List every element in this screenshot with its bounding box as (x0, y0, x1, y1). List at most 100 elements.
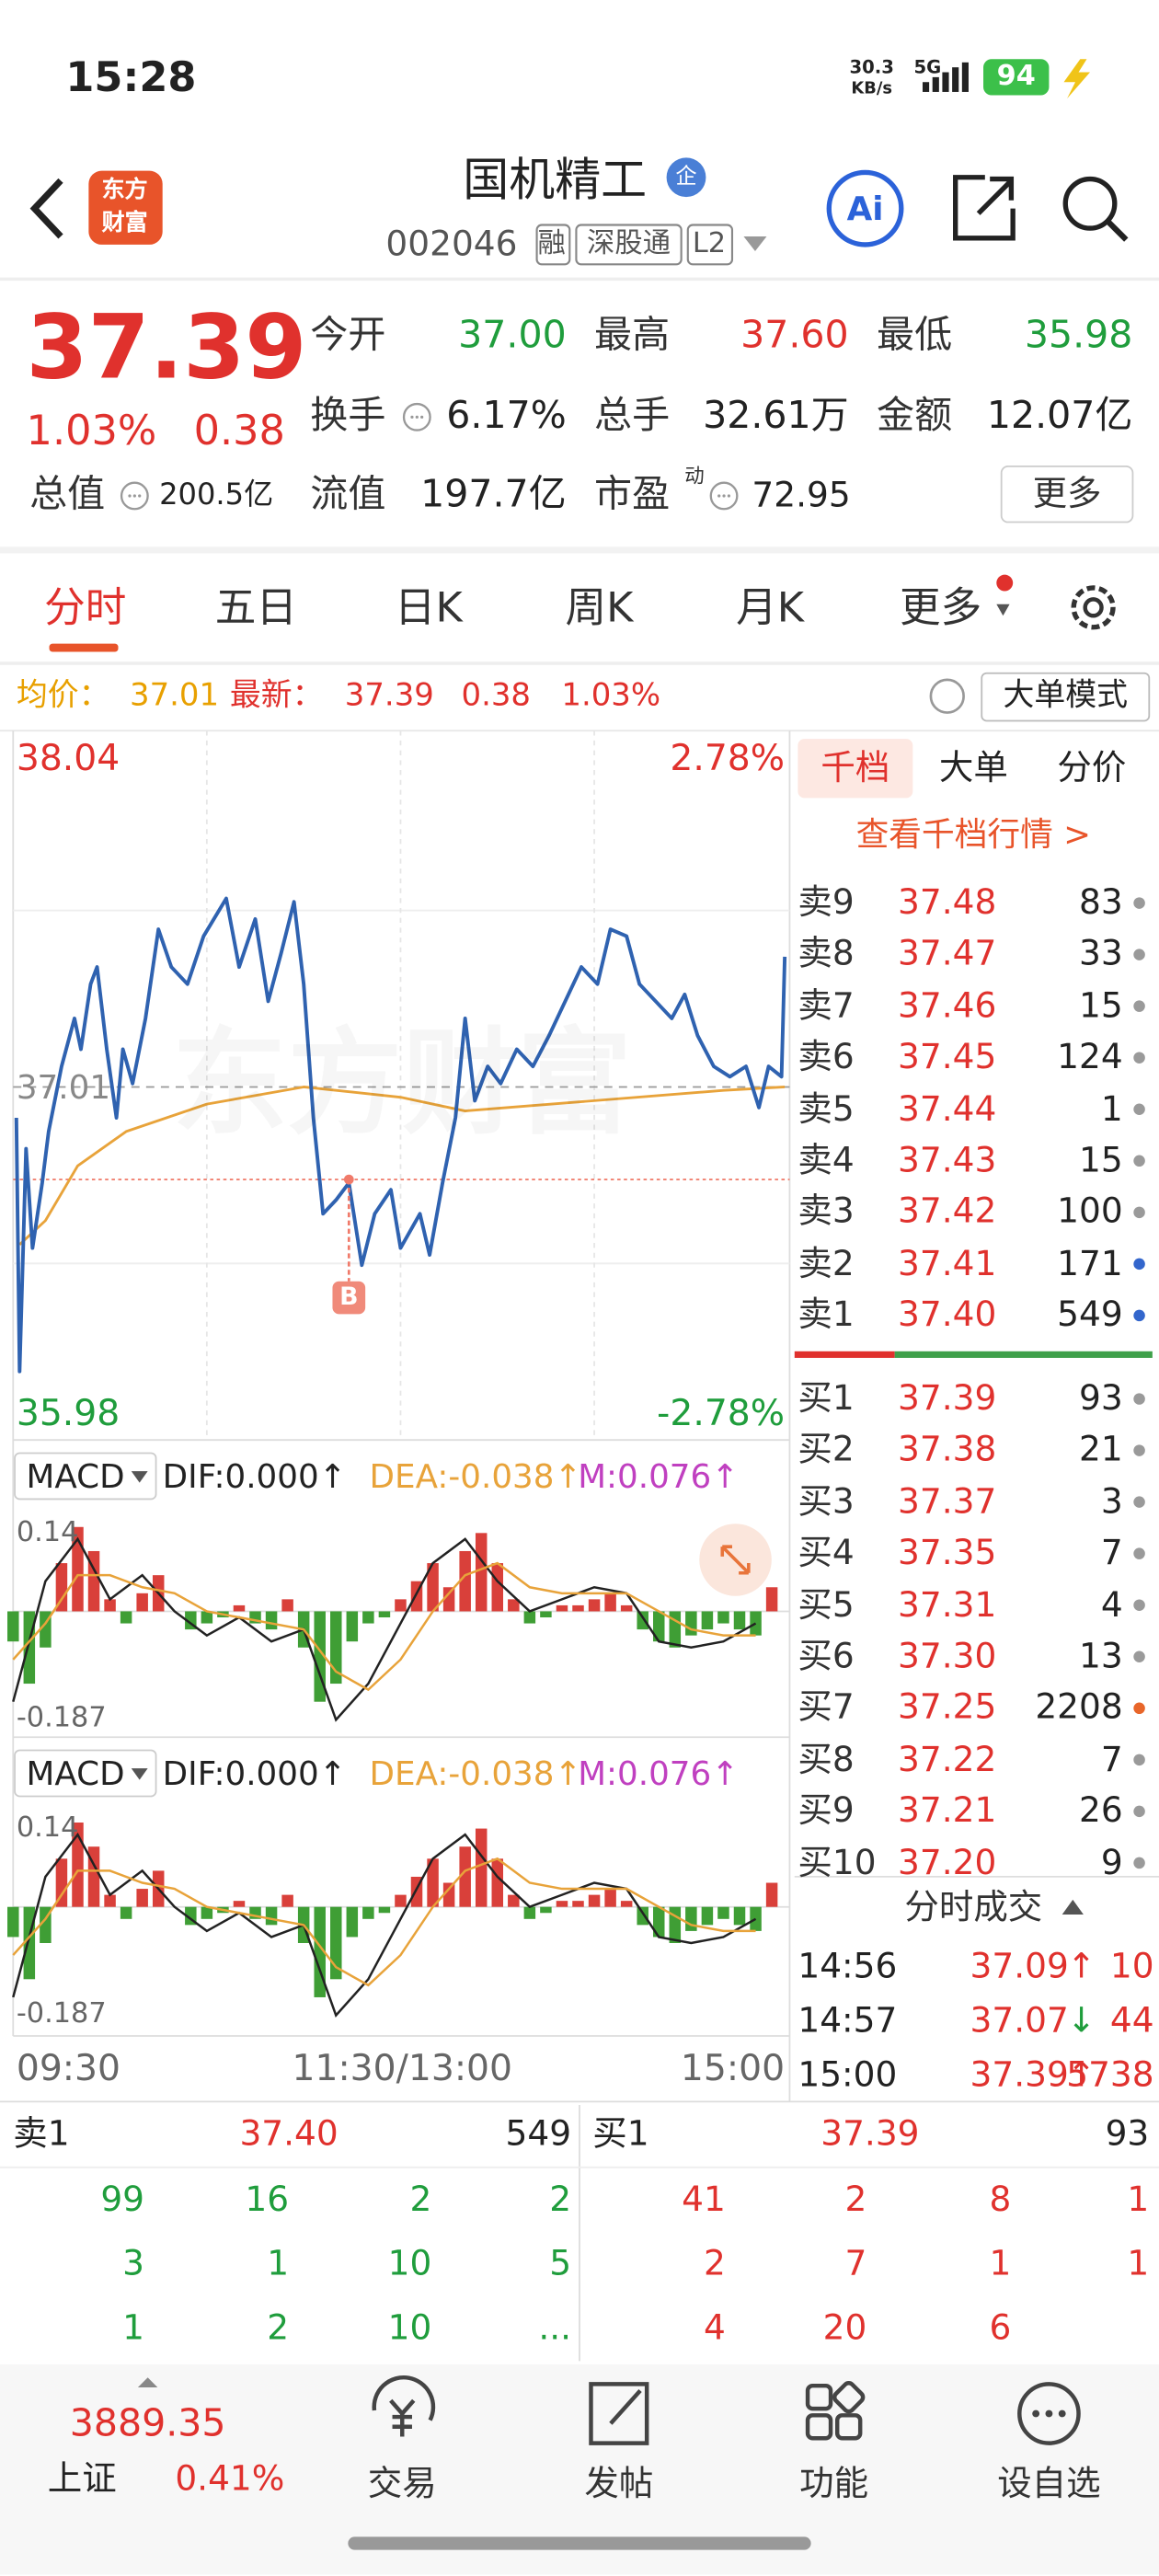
depth-label: 买2 (798, 1430, 855, 1470)
macd-bar (362, 1906, 374, 1919)
macd-bar (136, 1889, 148, 1907)
book-label: 买1 (592, 2113, 649, 2154)
nav-item[interactable]: 设自选 (997, 2463, 1101, 2503)
trades-title[interactable]: 分时成交 (904, 1887, 1043, 1927)
info-icon (402, 402, 431, 431)
depth-volume: 93 (1079, 1378, 1123, 1419)
logo-text: 财富 (101, 210, 148, 236)
tab[interactable]: 日K (394, 583, 463, 632)
depth-label: 卖9 (798, 882, 855, 923)
tab[interactable]: 月K (736, 583, 804, 632)
tab[interactable]: 五日 (214, 583, 298, 632)
ai-label[interactable]: Ai (846, 189, 884, 229)
order-volume: 7 (844, 2243, 867, 2283)
order-volume: 6 (989, 2307, 1012, 2348)
search-button[interactable] (1062, 176, 1118, 231)
depth-tab[interactable]: 分价 (1057, 747, 1127, 788)
red-dot (996, 574, 1014, 592)
signal-icon (923, 62, 969, 92)
more-label[interactable]: 更多 (1032, 473, 1102, 513)
macd-bar (346, 1906, 359, 1938)
macd-bar (572, 1604, 584, 1612)
depth-price: 37.40 (898, 1294, 997, 1335)
info-icon (120, 481, 149, 511)
depth-volume: 1 (1100, 1088, 1123, 1129)
battery-level: 94 (996, 60, 1036, 93)
help-button[interactable] (929, 678, 965, 714)
depth-price: 37.44 (898, 1088, 997, 1129)
macd-title[interactable]: MACD (26, 1456, 125, 1496)
depth-label: 卖1 (798, 1294, 855, 1335)
up-icon (137, 2377, 158, 2387)
macd-bar (653, 1906, 665, 1938)
macd-selector[interactable] (14, 1749, 157, 1798)
tab[interactable]: 分时 (44, 583, 127, 632)
settings-button[interactable] (1071, 585, 1116, 630)
order-volume: 10 (387, 2243, 432, 2283)
tag: 深股通 (587, 227, 671, 260)
field-sup: 动 (684, 465, 705, 489)
trade-volume: 44 (1109, 2000, 1154, 2041)
depth-tab[interactable]: 大单 (938, 747, 1008, 788)
macd-bar (55, 1563, 68, 1612)
last-label: 最新： (229, 677, 324, 714)
back-button[interactable] (29, 178, 63, 239)
depth-volume: 4 (1100, 1584, 1123, 1625)
expand-button[interactable] (699, 1524, 772, 1596)
depth-price: 37.22 (898, 1739, 997, 1779)
depth-dot (1133, 1052, 1145, 1064)
macd-bar (120, 1906, 132, 1919)
macd-bar (733, 1906, 746, 1926)
help[interactable]: 大单模式 (1003, 677, 1129, 714)
macd-selector[interactable] (14, 1452, 157, 1501)
macd-bar (475, 1533, 488, 1612)
field-label: 金额 (877, 395, 953, 438)
macd-tick: 0.14 (16, 1516, 79, 1549)
macd-bar (620, 1901, 633, 1907)
macd-bar (508, 1599, 520, 1612)
macd-bar (281, 1894, 293, 1907)
nav-icons (372, 2375, 1081, 2445)
macd-bar (701, 1906, 714, 1926)
sell-bar (794, 1351, 895, 1358)
depth-dot (1133, 1857, 1145, 1869)
depth-price: 37.48 (898, 882, 997, 923)
app-logo (88, 170, 163, 245)
macd-bar (540, 1611, 552, 1618)
depth-tab[interactable]: 千档 (820, 747, 890, 788)
share-button[interactable] (953, 175, 1016, 241)
dropdown[interactable] (743, 236, 767, 252)
macd-bar (314, 1611, 326, 1702)
stock-code: 002046 (385, 224, 518, 264)
depth-link[interactable]: 查看千档行情 > (855, 814, 1092, 855)
macd-title[interactable]: MACD (26, 1754, 125, 1793)
depth-volume: 9 (1100, 1842, 1123, 1882)
trade-volume: 10 (1109, 1946, 1154, 1986)
macd-bar (491, 1858, 504, 1907)
tab[interactable]: 周K (565, 583, 634, 632)
depth-dot (1133, 1206, 1145, 1219)
ai-button[interactable] (826, 169, 904, 247)
nav-item[interactable]: 发帖 (584, 2463, 654, 2503)
macd-bar (459, 1846, 471, 1907)
field-value: 6.17% (446, 395, 567, 438)
depth-label: 卖8 (798, 934, 855, 974)
nav-item[interactable]: 功能 (799, 2463, 869, 2503)
last-price: 37.39 (26, 295, 307, 399)
macd-bar (685, 1906, 697, 1931)
macd-bar (523, 1906, 536, 1919)
more-button[interactable] (1000, 465, 1134, 523)
tab[interactable]: 更多 (900, 583, 982, 632)
mode-button[interactable] (981, 672, 1151, 722)
depth-dot (1133, 1444, 1145, 1456)
depth-price: 37.30 (898, 1636, 997, 1676)
field-label: 总值 (29, 473, 106, 517)
tag: L2 (692, 227, 727, 260)
nav-item[interactable]: 交易 (367, 2463, 437, 2503)
macd-bar (330, 1906, 342, 1980)
macd-bar (765, 1882, 778, 1907)
collapse-icon[interactable] (1061, 1899, 1084, 1915)
book-price: 37.39 (820, 2113, 920, 2154)
index-value: 3889.35 (69, 2402, 226, 2446)
macd-bar (733, 1611, 746, 1630)
